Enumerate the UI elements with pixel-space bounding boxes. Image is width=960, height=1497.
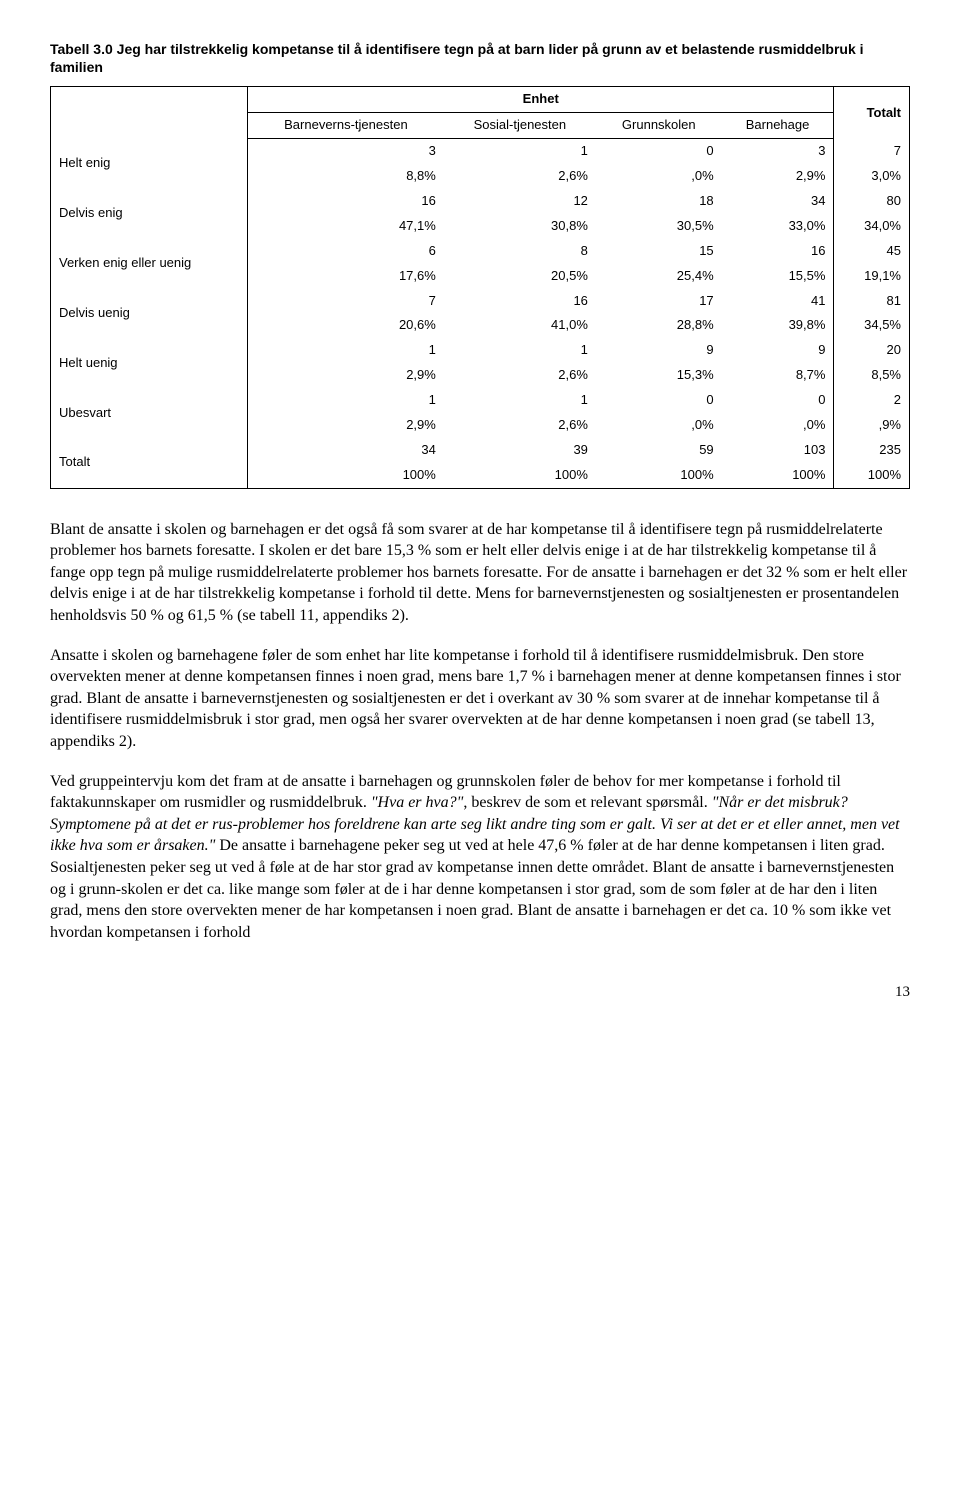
table-cell: 2,6% bbox=[444, 164, 596, 189]
page-number: 13 bbox=[50, 983, 910, 1003]
table-cell: 19,1% bbox=[834, 264, 910, 289]
table-cell: 3,0% bbox=[834, 164, 910, 189]
table-cell: 8,7% bbox=[722, 363, 834, 388]
table-cell: 34,5% bbox=[834, 313, 910, 338]
table-cell: 2,6% bbox=[444, 413, 596, 438]
table-cell: 17,6% bbox=[248, 264, 444, 289]
col-header: Sosial-tjenesten bbox=[444, 113, 596, 139]
table-cell: 9 bbox=[722, 338, 834, 363]
table-cell: 0 bbox=[596, 139, 722, 164]
table-cell: 47,1% bbox=[248, 214, 444, 239]
table-cell: 81 bbox=[834, 289, 910, 314]
table-cell: 20,6% bbox=[248, 313, 444, 338]
table-cell: 12 bbox=[444, 189, 596, 214]
table-cell: 16 bbox=[722, 239, 834, 264]
col-header: Grunnskolen bbox=[596, 113, 722, 139]
table-cell: ,0% bbox=[596, 413, 722, 438]
table-cell: 100% bbox=[444, 463, 596, 488]
table-cell: 2,9% bbox=[248, 413, 444, 438]
table-cell: 30,8% bbox=[444, 214, 596, 239]
table-cell: 18 bbox=[596, 189, 722, 214]
data-table: Enhet Totalt Barneverns-tjenesten Sosial… bbox=[50, 86, 910, 488]
table-cell: 41,0% bbox=[444, 313, 596, 338]
table-cell: 100% bbox=[248, 463, 444, 488]
table-cell: 41 bbox=[722, 289, 834, 314]
table-cell: 1 bbox=[248, 388, 444, 413]
table-cell: 33,0% bbox=[722, 214, 834, 239]
table-cell: 3 bbox=[722, 139, 834, 164]
table-cell: 20,5% bbox=[444, 264, 596, 289]
row-label: Totalt bbox=[51, 438, 248, 488]
table-cell: 6 bbox=[248, 239, 444, 264]
table-cell: 45 bbox=[834, 239, 910, 264]
row-label: Delvis uenig bbox=[51, 289, 248, 339]
table-cell: ,9% bbox=[834, 413, 910, 438]
table-cell: 1 bbox=[444, 139, 596, 164]
table-cell: 103 bbox=[722, 438, 834, 463]
table-cell: 7 bbox=[248, 289, 444, 314]
table-cell: 39 bbox=[444, 438, 596, 463]
col-header: Barneverns-tjenesten bbox=[248, 113, 444, 139]
table-title: Tabell 3.0 Jeg har tilstrekkelig kompeta… bbox=[50, 40, 910, 76]
table-cell: 16 bbox=[444, 289, 596, 314]
table-cell: 2,6% bbox=[444, 363, 596, 388]
table-cell: 235 bbox=[834, 438, 910, 463]
italic-quote: "Hva er hva?" bbox=[371, 794, 464, 811]
table-cell: 8 bbox=[444, 239, 596, 264]
row-label: Delvis enig bbox=[51, 189, 248, 239]
table-cell: 15,3% bbox=[596, 363, 722, 388]
table-cell: 2,9% bbox=[722, 164, 834, 189]
table-cell: 0 bbox=[596, 388, 722, 413]
table-cell: 1 bbox=[248, 338, 444, 363]
table-cell: 0 bbox=[722, 388, 834, 413]
table-cell: 9 bbox=[596, 338, 722, 363]
table-cell: 39,8% bbox=[722, 313, 834, 338]
table-cell: 34 bbox=[722, 189, 834, 214]
table-cell: 15 bbox=[596, 239, 722, 264]
paragraph: Blant de ansatte i skolen og barnehagen … bbox=[50, 519, 910, 627]
table-cell: 100% bbox=[722, 463, 834, 488]
table-cell: 34,0% bbox=[834, 214, 910, 239]
table-cell: 3 bbox=[248, 139, 444, 164]
table-cell: 2 bbox=[834, 388, 910, 413]
paragraph-text: , beskrev de som et relevant spørsmål. bbox=[463, 794, 711, 811]
table-cell: 34 bbox=[248, 438, 444, 463]
table-cell: 8,5% bbox=[834, 363, 910, 388]
table-cell: 100% bbox=[596, 463, 722, 488]
table-cell: 25,4% bbox=[596, 264, 722, 289]
row-label: Helt uenig bbox=[51, 338, 248, 388]
table-cell: 2,9% bbox=[248, 363, 444, 388]
table-cell: ,0% bbox=[596, 164, 722, 189]
table-cell: 100% bbox=[834, 463, 910, 488]
col-header-totalt: Totalt bbox=[834, 87, 910, 139]
table-cell: 17 bbox=[596, 289, 722, 314]
table-cell: 7 bbox=[834, 139, 910, 164]
row-label: Helt enig bbox=[51, 139, 248, 189]
table-cell: 1 bbox=[444, 338, 596, 363]
table-cell: 80 bbox=[834, 189, 910, 214]
table-cell: 15,5% bbox=[722, 264, 834, 289]
corner-cell bbox=[51, 87, 248, 139]
row-label: Ubesvart bbox=[51, 388, 248, 438]
table-cell: ,0% bbox=[722, 413, 834, 438]
col-header: Barnehage bbox=[722, 113, 834, 139]
table-cell: 20 bbox=[834, 338, 910, 363]
table-cell: 59 bbox=[596, 438, 722, 463]
table-cell: 28,8% bbox=[596, 313, 722, 338]
table-cell: 30,5% bbox=[596, 214, 722, 239]
group-header-enhet: Enhet bbox=[248, 87, 834, 113]
table-cell: 16 bbox=[248, 189, 444, 214]
table-cell: 1 bbox=[444, 388, 596, 413]
row-label: Verken enig eller uenig bbox=[51, 239, 248, 289]
paragraph: Ansatte i skolen og barnehagene føler de… bbox=[50, 645, 910, 753]
paragraph: Ved gruppeintervju kom det fram at de an… bbox=[50, 771, 910, 944]
table-cell: 8,8% bbox=[248, 164, 444, 189]
